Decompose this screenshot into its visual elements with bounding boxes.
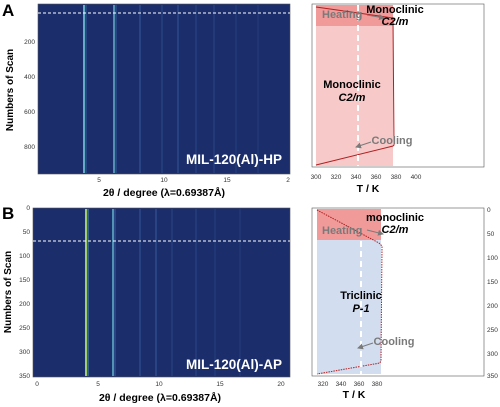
diffraction-lines-b [85,209,241,376]
x-tick: 2 [286,177,290,184]
y-tick: 800 [24,144,35,151]
x-tick: 0 [35,381,39,388]
heating-label-b: Heating [322,225,362,237]
x-tick: 360 [371,174,382,181]
heating-label-a: Heating [322,9,362,21]
y-axis-label-b: Numbers of Scan [3,251,14,333]
y-tick: 400 [24,74,35,81]
phase-plot-b: monoclinic C2/m Triclinic P-1 Heating Co… [311,207,485,377]
heatmap-a-y-ticks: 200 400 600 800 [24,39,35,151]
y-tick: 100 [19,253,30,260]
top-phase-group-b: C2/m [382,224,409,236]
y-tick: 150 [487,279,498,286]
heatmap-b-background [32,207,291,378]
y-tick: 350 [19,373,30,380]
x-tick: 380 [391,174,402,181]
top-phase-group-a: C2/m [382,16,409,28]
y-tick: 250 [487,327,498,334]
panel-label-a: A [2,1,14,20]
sample-label-ap: MIL-120(Al)-AP [186,357,282,372]
x-tick: 5 [97,177,101,184]
phase-region-top-b [317,209,381,240]
cooling-label-a: Cooling [372,135,413,147]
x-tick: 320 [318,381,329,388]
diffraction-lines-a [83,5,259,173]
x-tick: 10 [155,381,163,388]
cooling-label-b: Cooling [374,336,415,348]
phase-region-main-a [316,5,393,166]
y-tick: 0 [487,207,491,214]
x-tick: 320 [331,174,342,181]
x-tick: 380 [372,381,383,388]
top-phase-name-b: monoclinic [366,212,424,224]
phase-plot-b-y-ticks: 0 50 100 150 200 250 300 350 [487,207,498,380]
x-tick: 340 [351,174,362,181]
phase-plot-a: Monoclinic C2/m Monoclinic C2/m Heating … [311,3,485,168]
y-tick: 100 [487,255,498,262]
x-tick: 15 [216,381,224,388]
y-tick: 600 [24,109,35,116]
phase-region-main-b [317,240,381,374]
t-axis-label-b: T / K [343,389,366,401]
x-tick: 20 [277,381,285,388]
x-tick: 340 [336,381,347,388]
y-tick: 50 [487,231,495,238]
heating-arrow-a [366,14,385,21]
main-phase-group-b: P-1 [352,303,369,315]
y-tick: 200 [487,303,498,310]
top-phase-name-a: Monoclinic [366,4,423,16]
y-tick: 350 [487,373,498,380]
heatmap-b-y-ticks: 0 50 100 150 200 250 300 350 [19,205,30,380]
y-tick: 0 [26,205,30,212]
x-tick: 400 [411,174,422,181]
main-phase-group-a: C2/m [339,92,366,104]
y-axis-label-a: Numbers of Scan [5,49,16,131]
temperature-curve-a [315,6,395,166]
phase-plot-a-x-ticks: 300 320 340 360 380 400 [311,174,422,181]
main-phase-name-a: Monoclinic [323,79,380,91]
y-tick: 300 [487,351,498,358]
x-axis-label-a: 2θ / degree (λ=0.69387Å) [103,186,225,199]
heatmap-a-background [37,3,291,175]
y-tick: 200 [24,39,35,46]
x-axis-label-b: 2θ / degree (λ=0.69387Å) [99,391,221,404]
x-tick: 15 [223,177,231,184]
heatmap-a: MIL-120(Al)-HP [37,3,291,175]
y-tick: 200 [19,301,30,308]
y-tick: 300 [19,349,30,356]
x-tick: 5 [96,381,100,388]
t-axis-label-a: T / K [357,183,380,195]
heatmap-b-x-ticks: 0 5 10 15 20 [35,381,285,388]
panel-label-b: B [2,204,14,223]
x-tick: 360 [354,381,365,388]
y-tick: 250 [19,325,30,332]
y-tick: 50 [23,229,31,236]
phase-plot-b-x-ticks: 320 340 360 380 [318,381,383,388]
x-tick: 300 [311,174,322,181]
main-phase-name-b: Triclinic [340,290,382,302]
x-tick: 10 [160,177,168,184]
cooling-arrow-a [355,141,372,149]
heatmap-a-x-ticks: 5 10 15 2 [97,177,290,184]
sample-label-hp: MIL-120(Al)-HP [186,152,282,167]
heating-arrow-b [366,229,384,236]
heatmap-b: MIL-120(Al)-AP [32,207,291,378]
temperature-curve-b [316,209,383,375]
cooling-arrow-b [357,342,374,350]
y-tick: 150 [19,277,30,284]
